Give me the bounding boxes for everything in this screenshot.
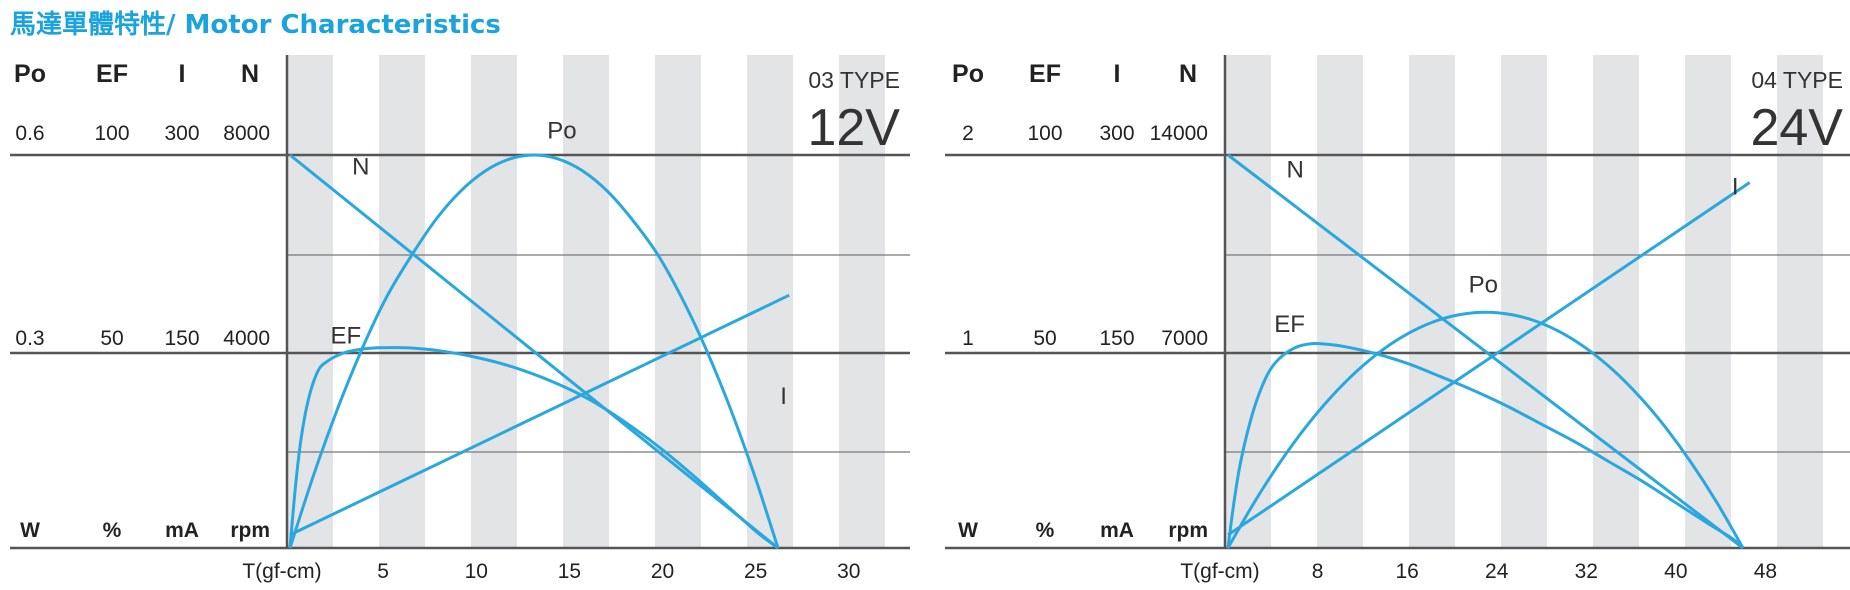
axis-unit-label: rpm [230, 519, 270, 542]
axis-header-i: I [1114, 60, 1121, 88]
axis-header-ef: EF [1029, 60, 1061, 88]
axis-max-label: 100 [1027, 122, 1062, 145]
axis-mid-label: 1 [962, 327, 974, 350]
x-axis-title: T(gf-cm) [1180, 560, 1259, 583]
voltage-label: 12V [807, 99, 900, 157]
axis-max-label: 100 [94, 122, 129, 145]
background-stripe [379, 55, 425, 548]
background-stripe [1409, 55, 1455, 548]
axis-mid-label: 0.3 [15, 327, 44, 350]
background-stripe [747, 55, 793, 548]
axis-mid-label: 150 [1099, 327, 1134, 350]
axis-unit-label: % [1036, 519, 1055, 542]
axis-header-i: I [179, 60, 186, 88]
series-label-po: Po [1469, 272, 1498, 299]
x-tick-label: 20 [651, 560, 674, 583]
x-tick-label: 25 [744, 560, 767, 583]
series-label-ef: EF [331, 323, 362, 350]
background-stripe [1317, 55, 1363, 548]
series-label-n: N [352, 154, 369, 181]
axis-mid-label: 4000 [223, 327, 270, 350]
background-stripe [1777, 55, 1823, 548]
series-line-i [1227, 181, 1751, 537]
series-line-po [1226, 310, 1745, 549]
x-tick-label: 30 [837, 560, 860, 583]
background-stripe [1225, 55, 1271, 548]
page-title: 馬達單體特性/ Motor Characteristics [10, 10, 501, 40]
background-stripe [471, 55, 517, 548]
series-line-n [1227, 153, 1744, 550]
axis-max-label: 0.6 [15, 122, 44, 145]
x-tick-label: 10 [465, 560, 488, 583]
series-line-ef [288, 346, 779, 550]
x-tick-label: 32 [1575, 560, 1598, 583]
axis-unit-label: W [958, 519, 978, 542]
background-stripe [1685, 55, 1731, 548]
axis-max-label: 300 [1099, 122, 1134, 145]
axis-unit-label: % [103, 519, 122, 542]
series-line-i [289, 293, 790, 537]
chart-panel-1: Po 0.6 0.3 W EF 100 50% I 300 150 mA N 8000 4000 rpm 03… [10, 55, 910, 583]
axis-mid-label: 50 [1033, 327, 1056, 350]
background-stripe [1501, 55, 1547, 548]
voltage-label: 24V [1750, 99, 1843, 157]
series-label-po: Po [547, 118, 576, 145]
series-label-ef: EF [1274, 311, 1305, 338]
x-tick-label: 15 [558, 560, 581, 583]
x-axis-title: T(gf-cm) [242, 560, 321, 583]
series-line-ef [1226, 341, 1745, 550]
axis-max-label: 2 [962, 122, 974, 145]
axis-header-n: N [241, 60, 259, 88]
chart-panel-2: Po 2 1 W EF 100 50% I 300 150 mA N 14000 7000 rpm 04 TY… [945, 55, 1850, 583]
axis-max-label: 14000 [1150, 122, 1208, 145]
series-line-po [288, 153, 780, 549]
axis-mid-label: 150 [164, 327, 199, 350]
series-line-n [289, 153, 779, 550]
axis-mid-label: 7000 [1161, 327, 1208, 350]
axis-header-n: N [1179, 60, 1197, 88]
axis-header-ef: EF [96, 60, 128, 88]
background-stripe [563, 55, 609, 548]
axis-header-po: Po [14, 60, 46, 88]
axis-header-po: Po [952, 60, 984, 88]
type-label: 03 TYPE [808, 67, 900, 93]
type-label: 04 TYPE [1751, 67, 1843, 93]
x-tick-label: 8 [1312, 560, 1324, 583]
axis-unit-label: W [20, 519, 40, 542]
series-label-i: I [1732, 173, 1739, 200]
background-stripe [287, 55, 333, 548]
x-tick-label: 24 [1485, 560, 1509, 583]
axis-unit-label: rpm [1168, 519, 1208, 542]
axis-unit-label: mA [1100, 519, 1134, 542]
background-stripe [839, 55, 885, 548]
x-tick-label: 5 [377, 560, 389, 583]
axis-max-label: 300 [164, 122, 199, 145]
series-label-i: I [780, 383, 787, 410]
axis-max-label: 8000 [223, 122, 270, 145]
x-tick-label: 16 [1395, 560, 1418, 583]
axis-mid-label: 50 [100, 327, 123, 350]
background-stripe [655, 55, 701, 548]
series-label-n: N [1287, 156, 1304, 183]
axis-unit-label: mA [165, 519, 199, 542]
x-tick-label: 40 [1664, 560, 1687, 583]
x-tick-label: 48 [1754, 560, 1777, 583]
